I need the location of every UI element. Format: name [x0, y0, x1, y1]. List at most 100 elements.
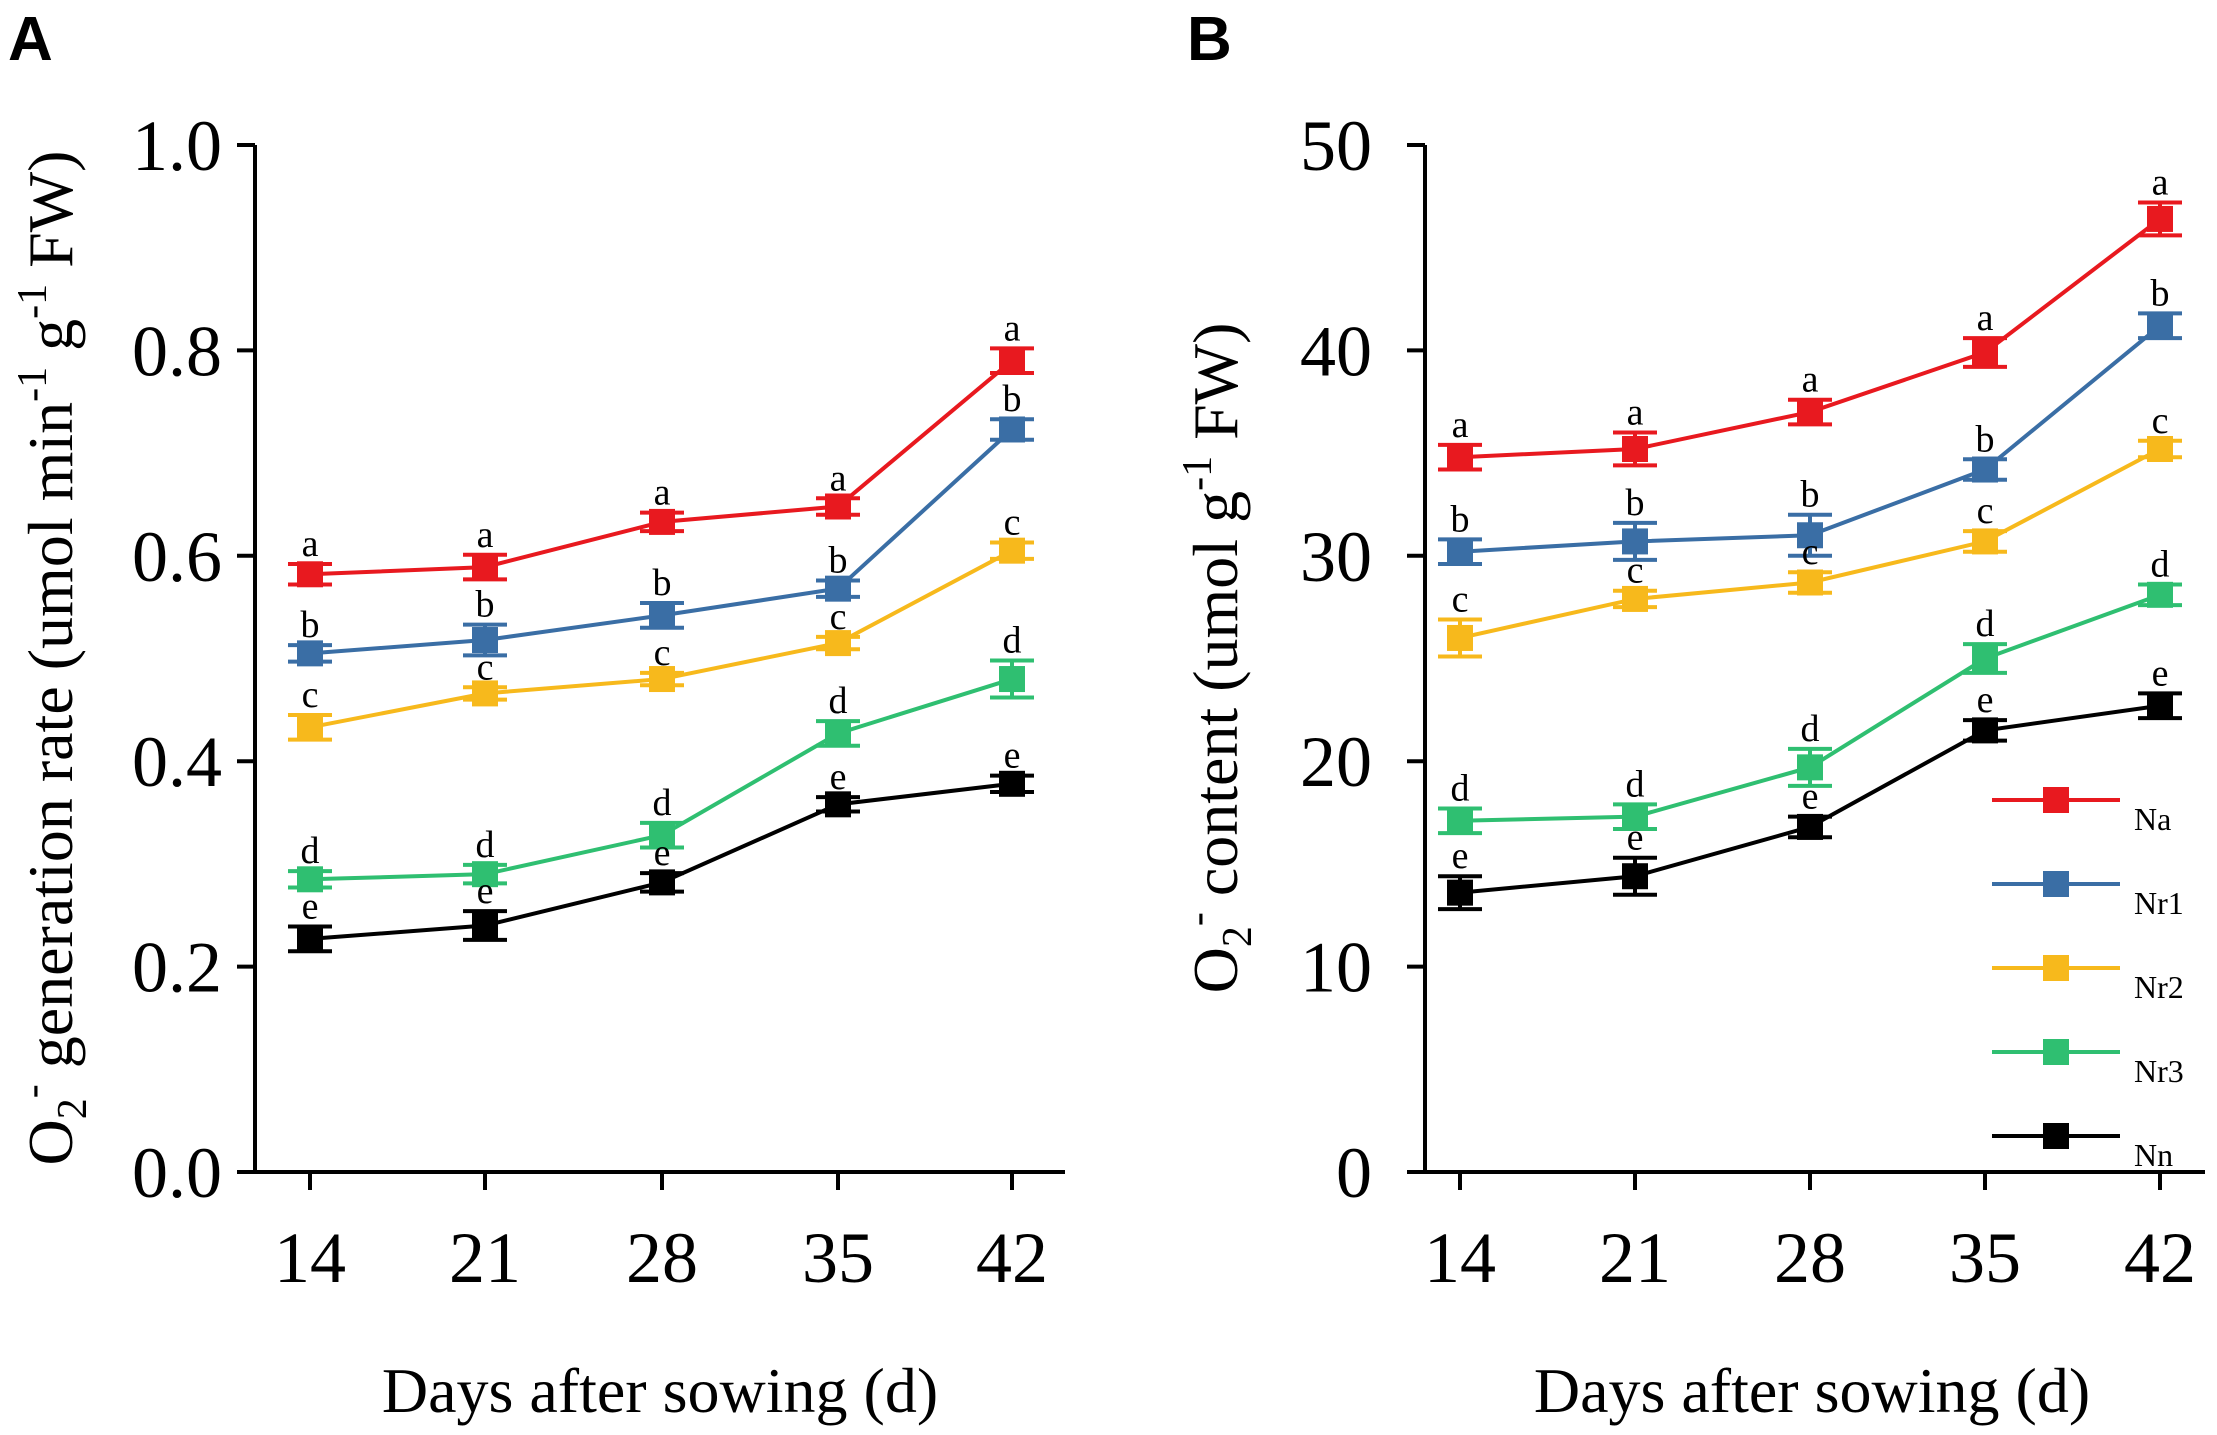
chart-b-x-tick-label: 14 [1424, 1218, 1496, 1298]
chart-b-y-tick-label: 40 [1300, 311, 1372, 391]
chart-b-na-sig-label: a [1977, 297, 1994, 339]
chart-b-nn-sig-label: e [1977, 679, 1994, 721]
chart-a-x-axis-title: Days after sowing (d) [382, 1355, 938, 1426]
chart-b-nn-point [1797, 813, 1823, 840]
chart-a-nr1-sig-label: b [476, 584, 495, 626]
chart-a-nr1-point [825, 575, 851, 602]
chart-a-nr2-point [825, 630, 851, 657]
legend-na-marker [2043, 787, 2069, 813]
chart-b-nr3-sig-label: d [2151, 544, 2170, 586]
panel-b-letter: B [1187, 5, 1232, 74]
legend-na-label: Na [2134, 801, 2171, 837]
chart-a-x-tick-label: 42 [976, 1218, 1048, 1298]
chart-a-y-tick-label: 0.2 [132, 928, 222, 1008]
chart-b-nr1-point [1447, 538, 1473, 565]
chart-a-nn-point [825, 791, 851, 818]
chart-a-nr3-point [649, 822, 675, 849]
chart-b-y-title-sup: - [1175, 912, 1221, 926]
chart-a-nr2-sig-label: c [830, 596, 847, 638]
chart-b-nr2-sig-label: c [1977, 490, 1994, 532]
chart-a-na-point [472, 554, 498, 581]
chart-b-nr3-point [1972, 645, 1998, 672]
chart-a-y-title-part: g [15, 319, 86, 367]
chart-a-nr2-sig-label: c [654, 632, 671, 674]
legend-nr1-marker [2043, 871, 2069, 897]
chart-b-na-point [1622, 435, 1648, 462]
chart-b-nn-point [1622, 863, 1648, 890]
chart-a-y-title-part: generation rate (umol min [15, 402, 86, 1084]
chart-a-y-title-sup: -1 [10, 367, 56, 402]
chart-b-nr2-point [1797, 569, 1823, 596]
chart-a-nn-point [649, 869, 675, 896]
chart-a-y-tick-label: 0.6 [132, 517, 222, 597]
legend-nn-label: Nn [2134, 1137, 2173, 1173]
chart-a-nr2-sig-label: c [1004, 501, 1021, 543]
legend-nr3-label: Nr3 [2134, 1053, 2184, 1089]
chart-a-x-tick-label: 28 [626, 1218, 698, 1298]
chart-b-x-axis-title: Days after sowing (d) [1534, 1355, 2090, 1426]
chart-b-y-title-part: content (umol g [1180, 491, 1251, 912]
chart-a-nr2-point [472, 680, 498, 707]
chart-a-y-title-part: FW) [15, 151, 86, 284]
chart-b-nr1-point [1972, 456, 1998, 483]
chart-b-nr1-point [1797, 522, 1823, 549]
chart-a-na-sig-label: a [830, 457, 847, 499]
chart-a-nr1-point [649, 602, 675, 629]
chart-b-na-sig-label: a [2152, 162, 2169, 204]
chart-a: 0.0 0.2 0.4 0.6 0.8 1.0 14 21 28 35 42 Days after s… [10, 106, 1065, 1426]
chart-a-na-sig-label: a [302, 523, 319, 565]
chart-b-nr2-sig-label: c [2152, 400, 2169, 442]
chart-a-y-title-part: O [15, 1119, 86, 1165]
chart-b-na-sig-label: a [1452, 404, 1469, 446]
chart-a-x-tick-label: 35 [802, 1218, 874, 1298]
chart-a-nr2-sig-label: c [302, 674, 319, 716]
chart-a-nn-point [297, 925, 323, 952]
chart-b-nr2-sig-label: c [1627, 550, 1644, 592]
chart-b-x-tick-label: 35 [1949, 1218, 2021, 1298]
chart-a-nr2-point [999, 537, 1025, 564]
chart-b-nr2-point [2147, 435, 2173, 462]
chart-a-y-tick-label: 0.0 [132, 1133, 222, 1213]
chart-a-nr3-sig-label: d [301, 830, 320, 872]
chart-a-nr1-point [472, 627, 498, 654]
chart-a-y-title-sub: 2 [50, 1098, 96, 1119]
chart-b-nr1-sig-label: b [2151, 272, 2170, 314]
chart-a-na-point [649, 508, 675, 535]
chart-a-nr1-sig-label: b [1003, 378, 1022, 420]
chart-a-nr2-sig-label: c [477, 646, 494, 688]
chart-b-nr3-sig-label: d [1801, 708, 1820, 750]
chart-b-na-sig-label: a [1627, 392, 1644, 434]
chart-a-y-axis-title: O2- generation rate (umol min-1 g-1 FW) [10, 151, 96, 1166]
chart-a-na-sig-label: a [477, 514, 494, 556]
panel-a-letter: A [8, 5, 53, 74]
chart-b-nr1-sig-label: b [1976, 418, 1995, 460]
chart-b-y-axis-title: O2- content (umol g-1 FW) [1175, 323, 1261, 994]
chart-b-nr2-sig-label: c [1452, 578, 1469, 620]
chart-a-nn-point [472, 912, 498, 939]
chart-b-y-title-sup: -1 [1175, 456, 1221, 491]
chart-a-nr3-sig-label: d [829, 680, 848, 722]
chart-b-na-point [1447, 444, 1473, 471]
chart-b-y-title-part: FW) [1180, 323, 1251, 456]
chart-b-y-tick-label: 50 [1300, 106, 1372, 186]
chart-a-na-sig-label: a [1004, 307, 1021, 349]
chart-a-nn-sig-label: e [1004, 735, 1021, 777]
chart-b-nr2-point [1972, 528, 1998, 555]
chart-b-y-tick-label: 20 [1300, 722, 1372, 802]
legend-nr2-label: Nr2 [2134, 969, 2184, 1005]
legend-nr2-marker [2043, 955, 2069, 981]
chart-b: 0 10 20 30 40 50 14 21 28 35 42 Days after sowing (… [1175, 106, 2205, 1426]
chart-a-x-tick-label: 21 [449, 1218, 521, 1298]
chart-b-x-tick-label: 28 [1774, 1218, 1846, 1298]
chart-b-nr3-point [2147, 581, 2173, 608]
chart-a-nr3-sig-label: d [653, 782, 672, 824]
chart-b-y-title-sub: 2 [1215, 926, 1261, 947]
legend-nr1-label: Nr1 [2134, 885, 2184, 921]
chart-a-nn-sig-label: e [302, 886, 319, 928]
chart-a-na-sig-label: a [654, 472, 671, 514]
chart-a-nr3-point [472, 861, 498, 888]
chart-a-nn-sig-label: e [830, 756, 847, 798]
chart-b-y-title-part: O [1180, 947, 1251, 993]
chart-a-y-tick-label: 0.4 [132, 722, 222, 802]
